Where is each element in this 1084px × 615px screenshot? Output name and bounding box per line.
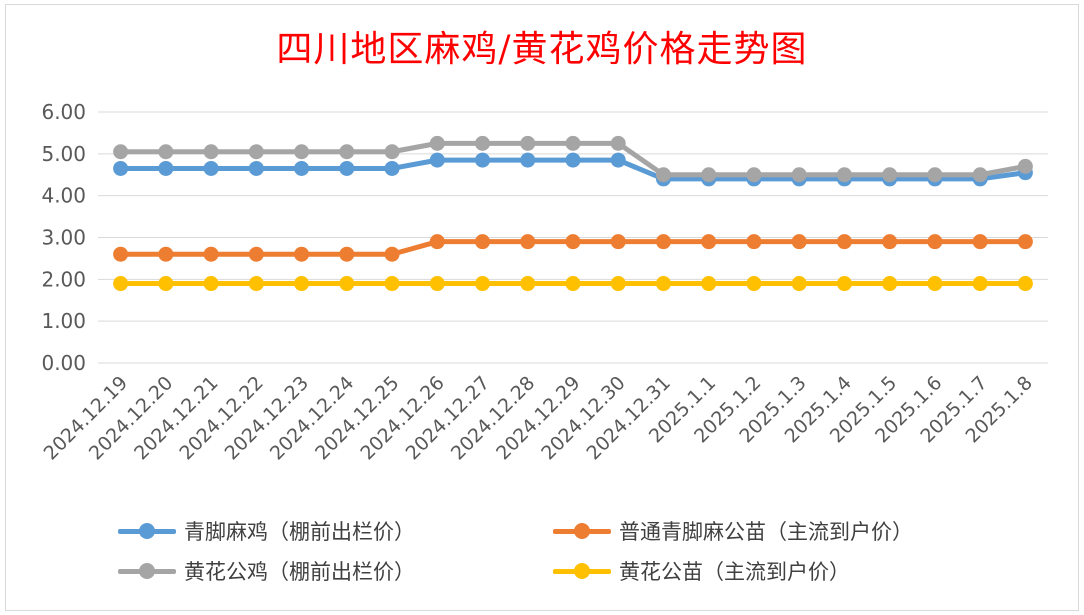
data-point [429,276,445,292]
data-point [836,234,852,250]
data-point [339,144,355,160]
data-point [520,135,536,151]
legend-label: 黄花公鸡（棚前出栏价） [184,560,415,584]
data-point [972,167,988,183]
data-point [203,276,219,292]
data-point [475,135,491,151]
data-point [384,246,400,262]
data-point [203,246,219,262]
data-point [836,167,852,183]
y-tick-label: 4.00 [41,184,86,208]
data-point [746,234,762,250]
y-tick-label: 3.00 [41,226,86,250]
data-point [972,234,988,250]
data-point [113,160,129,176]
data-point [927,276,943,292]
legend-marker [553,516,611,546]
legend-item-1: 普通青脚麻公苗（主流到户价） [553,516,913,546]
legend-marker [118,516,176,546]
data-point [203,144,219,160]
data-point [655,167,671,183]
data-point [746,167,762,183]
data-point [836,276,852,292]
data-point [882,167,898,183]
legend-item-3: 黄花公苗（主流到户价） [553,556,850,586]
data-point [565,152,581,168]
data-point [475,276,491,292]
data-point [339,160,355,176]
y-tick-label: 2.00 [41,267,86,291]
data-point [655,234,671,250]
data-point [701,276,717,292]
data-point [339,276,355,292]
legend-label: 青脚麻鸡（棚前出栏价） [184,520,415,544]
data-point [294,144,310,160]
data-point [972,276,988,292]
data-point [1017,276,1033,292]
data-point [565,276,581,292]
data-point [610,234,626,250]
data-point [158,160,174,176]
data-point [113,246,129,262]
data-point [565,234,581,250]
data-point [655,276,671,292]
data-point [475,152,491,168]
data-point [203,160,219,176]
data-point [610,152,626,168]
data-point [294,246,310,262]
data-point [429,135,445,151]
data-point [475,234,491,250]
data-point [384,144,400,160]
data-point [520,152,536,168]
data-point [248,144,264,160]
data-point [384,276,400,292]
data-point [158,276,174,292]
data-point [520,234,536,250]
data-point [294,276,310,292]
data-point [248,246,264,262]
data-point [113,276,129,292]
legend-marker [118,556,176,586]
legend-item-0: 青脚麻鸡（棚前出栏价） [118,516,415,546]
data-point [1017,158,1033,174]
legend-label: 普通青脚麻公苗（主流到户价） [619,520,913,544]
data-point [565,135,581,151]
data-point [429,234,445,250]
y-tick-label: 1.00 [41,309,86,333]
data-point [882,276,898,292]
data-point [882,234,898,250]
data-point [339,246,355,262]
data-point [791,234,807,250]
legend-item-2: 黄花公鸡（棚前出栏价） [118,556,415,586]
y-tick-label: 0.00 [41,351,86,375]
data-point [927,234,943,250]
data-point [1017,234,1033,250]
data-point [927,167,943,183]
legend-marker [553,556,611,586]
data-point [384,160,400,176]
data-point [248,276,264,292]
data-point [791,167,807,183]
data-point [701,234,717,250]
y-tick-label: 6.00 [41,100,86,124]
data-point [294,160,310,176]
data-point [248,160,264,176]
data-point [610,276,626,292]
data-point [158,246,174,262]
chart-frame [5,4,1079,611]
data-point [520,276,536,292]
data-point [158,144,174,160]
data-point [791,276,807,292]
data-point [429,152,445,168]
legend-label: 黄花公苗（主流到户价） [619,560,850,584]
chart-title: 四川地区麻鸡/黄花鸡价格走势图 [276,29,808,70]
data-point [746,276,762,292]
data-point [701,167,717,183]
data-point [610,135,626,151]
y-tick-label: 5.00 [41,142,86,166]
data-point [113,144,129,160]
